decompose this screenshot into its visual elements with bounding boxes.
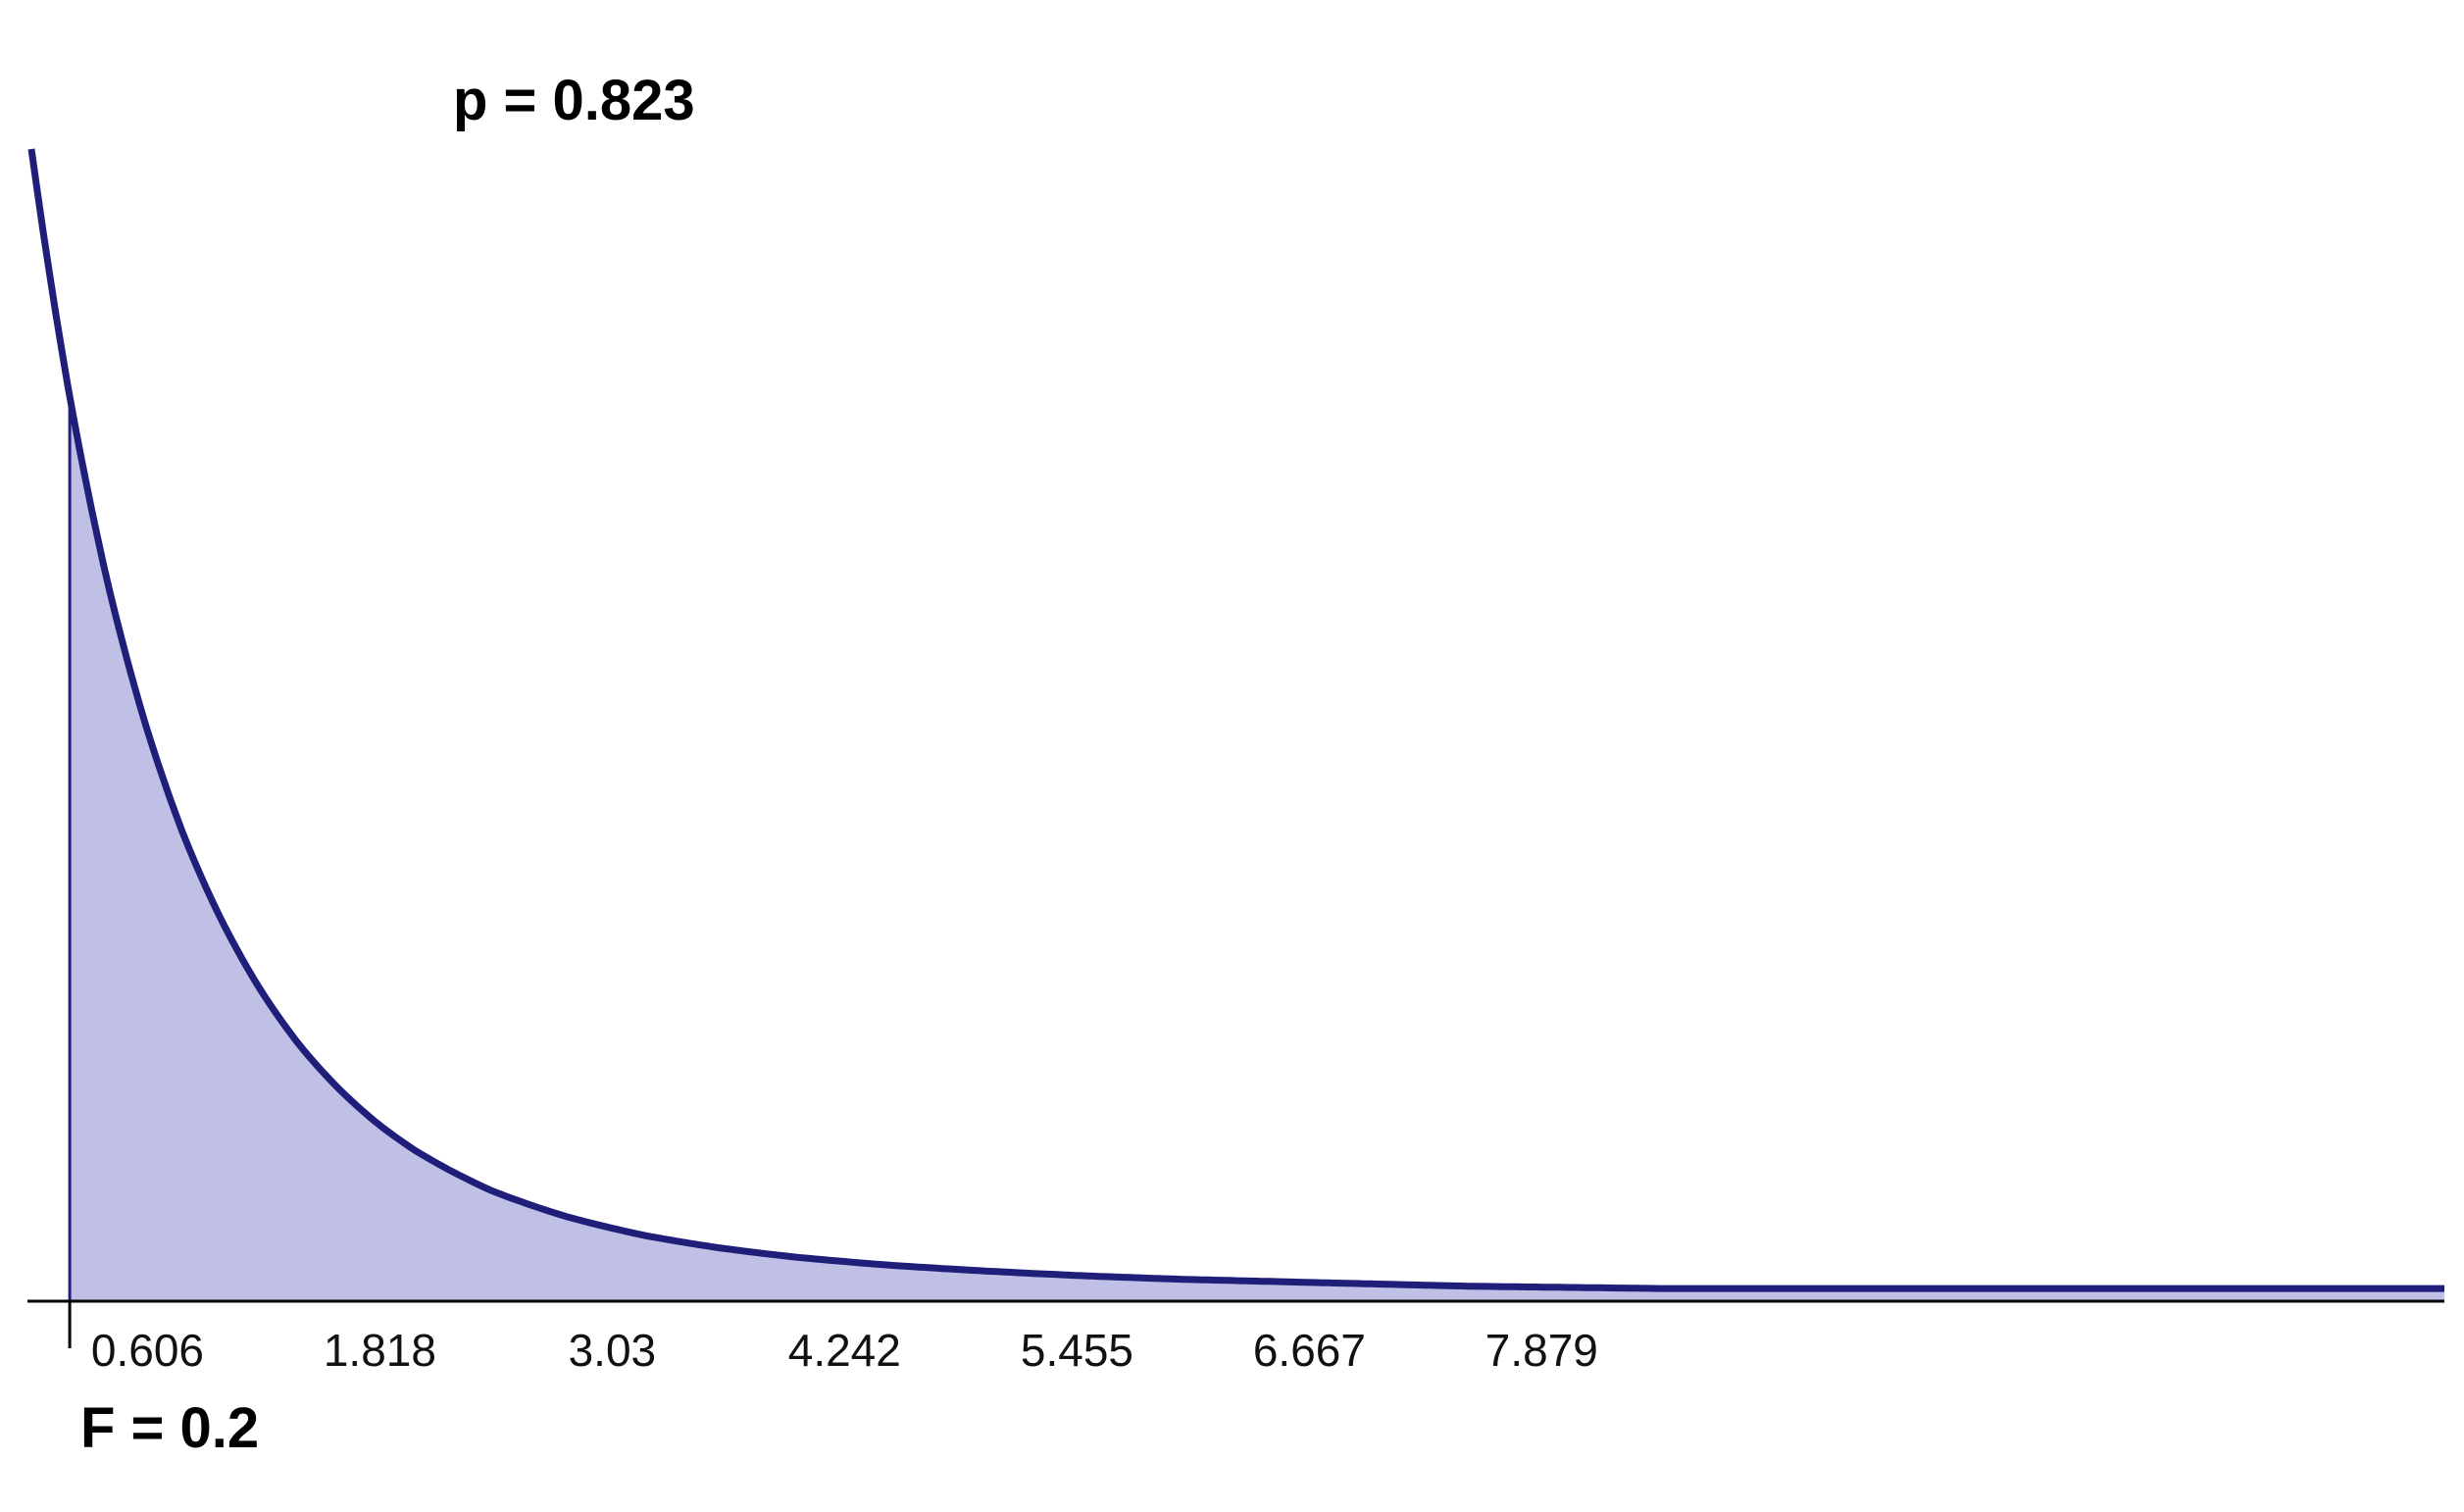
x-tick-label: 6.667 <box>1253 1325 1366 1376</box>
x-axis-tick-labels: 0.606 1.818 3.03 4.242 5.455 6.667 7.879 <box>91 1325 1598 1376</box>
critical-value-label: F = 0.2 <box>80 1396 259 1460</box>
x-tick-label: 5.455 <box>1021 1325 1133 1376</box>
x-tick-label: 4.242 <box>788 1325 901 1376</box>
x-tick-label: 3.03 <box>569 1325 657 1376</box>
density-curve <box>27 148 2444 1292</box>
p-value-label: p = 0.823 <box>453 69 695 132</box>
x-tick-label: 7.879 <box>1485 1325 1598 1376</box>
x-tick-label: 0.606 <box>91 1325 204 1376</box>
shaded-area <box>70 396 2444 1302</box>
x-tick-label: 1.818 <box>324 1325 436 1376</box>
